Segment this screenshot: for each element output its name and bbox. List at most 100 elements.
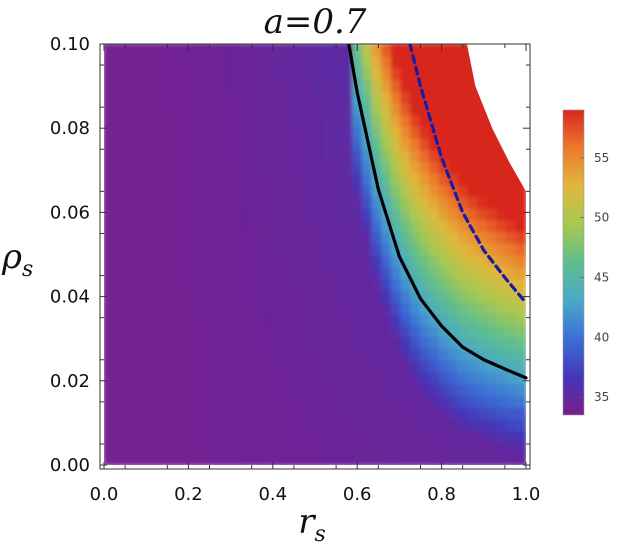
heat-cell <box>314 89 326 104</box>
heat-cell <box>179 253 192 268</box>
heat-cell <box>361 113 374 127</box>
heat-cell <box>189 206 201 221</box>
heat-cell <box>371 195 384 209</box>
heat-cell <box>170 428 182 443</box>
heat-cell <box>112 171 125 186</box>
heat-cell <box>112 300 125 314</box>
heat-cell <box>486 370 499 385</box>
heat-cell <box>304 405 316 420</box>
heat-cell <box>314 241 326 256</box>
heat-cell <box>323 136 336 151</box>
heat-cell <box>275 265 288 279</box>
heat-cell <box>496 347 508 361</box>
heat-cell <box>467 276 480 291</box>
heat-cell <box>304 417 316 431</box>
heat-cell <box>170 253 182 268</box>
heat-cell <box>352 66 364 81</box>
heat-cell <box>361 323 374 338</box>
heat-cell <box>141 78 153 92</box>
heat-cell <box>352 405 364 420</box>
heat-cell <box>323 148 336 162</box>
heat-cell <box>390 101 403 116</box>
heat-cell <box>400 276 412 291</box>
heat-cell <box>486 113 499 127</box>
heat-cell <box>122 452 134 465</box>
heat-cell <box>390 206 403 221</box>
heat-cell <box>409 323 422 338</box>
heat-cell <box>409 159 422 174</box>
heat-cell <box>256 288 269 303</box>
heat-cell <box>333 218 345 233</box>
heat-cell <box>150 428 163 443</box>
heat-cell <box>314 276 326 291</box>
heat-cell <box>294 89 307 104</box>
heat-cell <box>160 195 173 209</box>
heat-cell <box>227 218 240 233</box>
heat-cell <box>218 265 230 279</box>
heat-cell <box>323 124 336 139</box>
heat-cell <box>131 440 144 455</box>
heat-cell <box>457 124 470 139</box>
heat-cell <box>256 382 269 396</box>
heat-cell <box>122 347 134 361</box>
heat-cell <box>429 323 441 338</box>
heat-cell <box>333 195 345 209</box>
heat-cell <box>429 358 441 373</box>
heat-cell <box>515 452 526 465</box>
heat-cell <box>409 300 422 314</box>
heat-cell <box>189 428 201 443</box>
heat-cell <box>333 101 345 116</box>
heat-cell <box>208 230 221 244</box>
heat-cell <box>141 66 153 81</box>
heat-cell <box>438 393 451 408</box>
heat-cell <box>352 428 364 443</box>
heat-cell <box>390 78 403 92</box>
heat-cell <box>150 288 163 303</box>
chart-title: a=0.7 <box>264 2 367 42</box>
heat-cell <box>237 382 249 396</box>
heat-cell <box>361 44 374 57</box>
heat-cell <box>496 288 508 303</box>
heat-cell <box>515 276 526 291</box>
heat-cell <box>505 206 518 221</box>
heat-cell <box>256 124 269 139</box>
heat-cell <box>304 113 316 127</box>
heat-cell <box>150 89 163 104</box>
heat-cell <box>104 78 115 92</box>
heat-cell <box>227 136 240 151</box>
heat-cell <box>122 195 134 209</box>
heat-cell <box>390 300 403 314</box>
heat-cell <box>429 335 441 350</box>
heat-cell <box>304 44 316 57</box>
heat-cell <box>189 89 201 104</box>
heat-cell <box>409 113 422 127</box>
heat-cell <box>189 218 201 233</box>
heat-cell <box>467 288 480 303</box>
heat-cell <box>294 265 307 279</box>
heat-cell <box>361 183 374 198</box>
heat-cell <box>141 101 153 116</box>
heat-cell <box>141 428 153 443</box>
heat-cell <box>409 288 422 303</box>
heat-cell <box>104 159 115 174</box>
heat-cell <box>515 44 526 57</box>
heat-cell <box>112 78 125 92</box>
heat-cell <box>179 136 192 151</box>
heat-cell <box>131 54 144 69</box>
heat-cell <box>294 171 307 186</box>
heat-cell <box>179 218 192 233</box>
heat-cell <box>104 300 115 314</box>
heat-cell <box>381 101 393 116</box>
heat-cell <box>122 206 134 221</box>
heat-cell <box>294 54 307 69</box>
heat-cell <box>457 358 470 373</box>
heat-cell <box>352 276 364 291</box>
heat-cell <box>131 405 144 420</box>
heat-cell <box>457 417 470 431</box>
heat-cell <box>342 382 355 396</box>
heat-cell <box>237 113 249 127</box>
heat-cell <box>457 54 470 69</box>
heat-cell <box>342 124 355 139</box>
heat-cell <box>419 113 432 127</box>
heat-cell <box>496 124 508 139</box>
